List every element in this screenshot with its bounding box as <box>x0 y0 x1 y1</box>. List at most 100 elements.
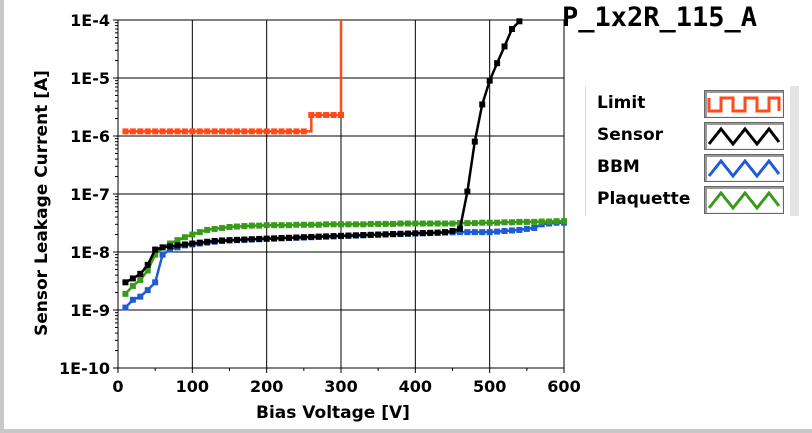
y-tick-label: 1E-5 <box>70 69 110 88</box>
data-point <box>152 279 159 286</box>
data-point <box>330 112 337 119</box>
data-point <box>456 225 463 232</box>
data-point <box>315 221 322 228</box>
x-tick-label: 200 <box>250 377 283 396</box>
data-point <box>516 226 523 233</box>
x-axis-label: Bias Voltage [V] <box>256 403 410 423</box>
legend-label: BBM <box>597 157 640 177</box>
data-point <box>204 226 211 233</box>
data-point <box>152 246 159 253</box>
data-point <box>523 225 530 232</box>
x-tick-label: 500 <box>473 377 506 396</box>
data-point <box>256 235 263 242</box>
data-point <box>308 233 315 240</box>
data-point <box>561 218 567 225</box>
data-point <box>167 243 174 250</box>
data-point <box>300 221 307 228</box>
series-layer <box>122 18 567 311</box>
data-point <box>508 219 515 226</box>
data-point <box>219 237 226 244</box>
data-point <box>248 236 255 243</box>
data-point <box>159 128 166 135</box>
chart-title: P_1x2R_115_A <box>562 2 758 33</box>
data-point <box>174 237 181 244</box>
data-point <box>412 220 419 227</box>
data-point <box>479 229 486 236</box>
data-point <box>390 231 397 238</box>
data-point <box>159 244 166 251</box>
data-point <box>486 77 493 84</box>
data-point <box>181 234 188 241</box>
data-point <box>122 290 129 297</box>
y-tick-label: 1E-10 <box>59 359 110 378</box>
legend-swatch-bbm[interactable] <box>704 154 784 182</box>
window-bottom-border <box>0 429 812 433</box>
legend: Limit Sensor BBM Plaque <box>585 86 790 216</box>
data-point <box>486 219 493 226</box>
data-point <box>300 234 307 241</box>
data-point <box>494 60 501 67</box>
data-point <box>330 221 337 228</box>
data-point <box>271 235 278 242</box>
legend-scroll-edge <box>787 86 799 216</box>
data-point <box>479 101 486 108</box>
x-tick-label: 100 <box>176 377 209 396</box>
legend-item-bbm[interactable]: BBM <box>586 152 790 184</box>
data-point <box>278 128 285 135</box>
x-tick-label: 0 <box>112 377 123 396</box>
data-point <box>285 128 292 135</box>
data-point <box>263 222 270 229</box>
data-point <box>382 220 389 227</box>
data-point <box>501 228 508 235</box>
legend-item-limit[interactable]: Limit <box>586 88 790 120</box>
data-point <box>360 221 367 228</box>
data-point <box>501 219 508 226</box>
data-point <box>271 128 278 135</box>
series-plaquette <box>122 218 567 297</box>
data-point <box>315 112 322 119</box>
data-point <box>338 221 344 228</box>
data-point <box>442 220 449 227</box>
legend-swatch-plaquette[interactable] <box>704 186 784 214</box>
legend-swatch-sensor[interactable] <box>704 122 784 150</box>
data-point <box>278 222 285 229</box>
data-point <box>516 18 523 25</box>
legend-item-plaquette[interactable]: Plaquette <box>586 184 790 216</box>
data-point <box>456 229 463 236</box>
data-point <box>129 296 136 303</box>
data-point <box>285 222 292 229</box>
data-point <box>471 138 478 145</box>
data-point <box>397 220 404 227</box>
data-point <box>122 304 129 311</box>
y-axis-label: Sensor Leakage Current [A] <box>32 70 52 336</box>
data-point <box>233 128 240 135</box>
data-point <box>129 275 136 282</box>
data-point <box>367 220 374 227</box>
x-tick-label: 600 <box>547 377 580 396</box>
data-point <box>338 112 344 119</box>
legend-item-sensor[interactable]: Sensor <box>586 120 790 152</box>
legend-swatch-limit[interactable] <box>704 90 784 118</box>
axis-ticks <box>113 19 565 373</box>
data-point <box>464 229 471 236</box>
legend-label: Plaquette <box>597 189 691 209</box>
data-point <box>531 224 538 231</box>
data-point <box>174 242 181 249</box>
data-point <box>144 128 151 135</box>
data-point <box>144 261 151 268</box>
data-point <box>434 229 441 236</box>
data-point <box>338 232 344 239</box>
data-point <box>434 220 441 227</box>
data-point <box>248 222 255 229</box>
y-tick-label: 1E-6 <box>70 127 110 146</box>
data-point <box>375 231 382 238</box>
data-point <box>137 270 144 277</box>
data-point <box>256 222 263 229</box>
y-tick-label: 1E-8 <box>70 243 110 262</box>
data-point <box>189 231 196 238</box>
data-point <box>404 220 411 227</box>
data-point <box>285 234 292 241</box>
data-point <box>122 279 129 286</box>
y-tick-label: 1E-4 <box>70 11 110 30</box>
